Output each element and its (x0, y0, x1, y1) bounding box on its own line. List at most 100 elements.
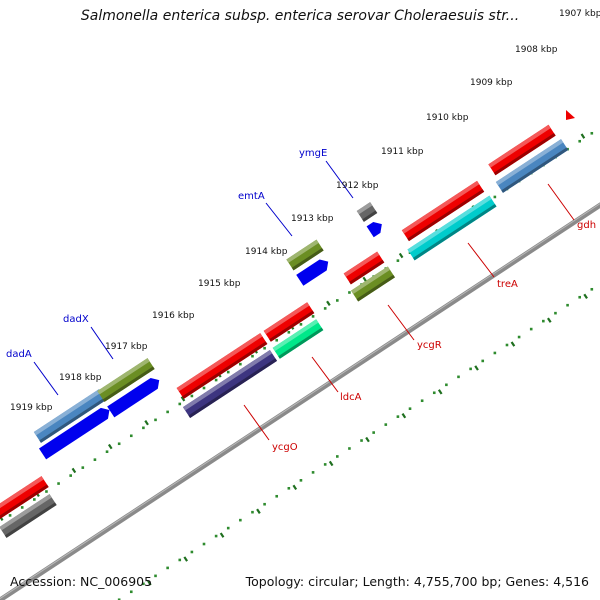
feature-bottom (188, 358, 278, 418)
feature-top (407, 195, 492, 253)
feature-top (488, 124, 551, 168)
gene-connector (265, 202, 293, 237)
feature-ldcA (272, 319, 324, 359)
feature-red-edge (0, 476, 49, 520)
gene-labels: dadA dadX emtA ymgE ycgO ldcA ycgR treA gdh (6, 148, 596, 453)
feature-bottom (278, 327, 324, 359)
ruler-label: 1910 kbp (426, 113, 469, 123)
ruler-tick (580, 133, 586, 139)
feature-bottom (269, 310, 315, 342)
ruler-dot (263, 502, 266, 506)
ruler-dot (251, 354, 254, 358)
ruler-dot (469, 367, 472, 371)
accession-text: Accession: NC_006905 (10, 574, 153, 589)
feature-face (272, 319, 324, 359)
ruler-dot (226, 370, 230, 374)
ruler-dot (457, 375, 460, 379)
ruler-dot (372, 431, 375, 434)
ruler-dot (590, 131, 594, 135)
ruler-dot (202, 542, 206, 546)
feature-face (286, 239, 324, 271)
summary-text: Topology: circular; Length: 4,755,700 bp… (245, 574, 589, 589)
ruler-dot (129, 434, 133, 438)
ruler-dot (445, 383, 448, 387)
ruler-dot (323, 307, 327, 310)
ruler-dot (336, 455, 339, 458)
feature-top (343, 251, 380, 277)
gene-connector (547, 183, 575, 221)
feature-top (0, 494, 52, 531)
feature-gdh (495, 139, 569, 193)
ruler-dot (299, 479, 303, 482)
gene-connector (90, 326, 114, 360)
feature-tracks (0, 110, 575, 538)
feature-face (182, 350, 278, 418)
ruler-label: 1918 kbp (59, 373, 102, 383)
ruler-tick (398, 252, 404, 259)
ruler-dot (178, 558, 182, 562)
feature-top (263, 302, 310, 335)
ruler-dot (57, 482, 60, 485)
ruler-dot (239, 518, 242, 522)
ruler-label: 1919 kbp (10, 403, 53, 413)
ruler-dot (299, 323, 303, 326)
feature-top (351, 266, 391, 294)
backbone (0, 202, 600, 600)
gene-label-emtA: emtA (238, 191, 265, 202)
ruler-dot (578, 295, 581, 299)
ruler-dot (239, 362, 242, 366)
feature-face (296, 259, 329, 286)
feature-gray-edge (0, 494, 57, 538)
feature-blue-2 (107, 377, 160, 418)
feature-face (263, 302, 315, 342)
ruler-tick (292, 484, 298, 491)
ruler-dot (251, 510, 254, 514)
ruler-tick (71, 467, 77, 474)
ruler-dot (505, 343, 509, 347)
feature-face (495, 139, 569, 193)
feature-blue-1 (38, 407, 110, 460)
ruler-label: 1911 kbp (381, 147, 424, 157)
feature-red-b (263, 302, 315, 342)
ruler-dot (432, 391, 436, 395)
feature-top (286, 239, 319, 263)
feature-ycgO (182, 350, 278, 418)
ruler-dot (129, 590, 133, 594)
ruler-label: 1917 kbp (105, 342, 148, 352)
ruler-dot (226, 526, 230, 530)
gene-connector (325, 160, 354, 199)
ruler-tick (326, 300, 331, 306)
gene-label-ldcA: ldcA (340, 392, 362, 403)
ruler-dot (105, 450, 109, 454)
ruler-tick (401, 413, 407, 419)
ruler-tick (474, 365, 479, 371)
ruler-dot (8, 514, 12, 517)
ruler-dot (190, 550, 194, 554)
feature-red-small (566, 110, 575, 120)
feature-bottom (412, 204, 497, 261)
feature-face (176, 333, 268, 399)
ruler-dot (45, 490, 48, 493)
ruler-dot (287, 486, 291, 490)
feature-ycgR (351, 266, 395, 302)
backbone-line (0, 202, 600, 600)
ruler-dot (33, 498, 36, 501)
ruler-dot (154, 574, 157, 578)
feature-bottom (4, 502, 57, 538)
feature-face (407, 195, 497, 261)
ruler-tick (437, 389, 443, 395)
feature-top (401, 180, 480, 234)
ruler-label: 1915 kbp (198, 279, 241, 289)
feature-dadA (33, 389, 107, 443)
feature-top (0, 476, 44, 513)
ruler-dot (323, 463, 327, 466)
feature-bottom (407, 189, 485, 242)
feature-top (272, 319, 319, 352)
ruler-dot (554, 311, 557, 315)
feature-bottom (493, 133, 556, 176)
gene-label-ycgR: ycgR (417, 340, 442, 351)
ruler-dot (529, 327, 533, 331)
ruler-tick (180, 396, 186, 402)
ruler-tick (144, 420, 149, 426)
